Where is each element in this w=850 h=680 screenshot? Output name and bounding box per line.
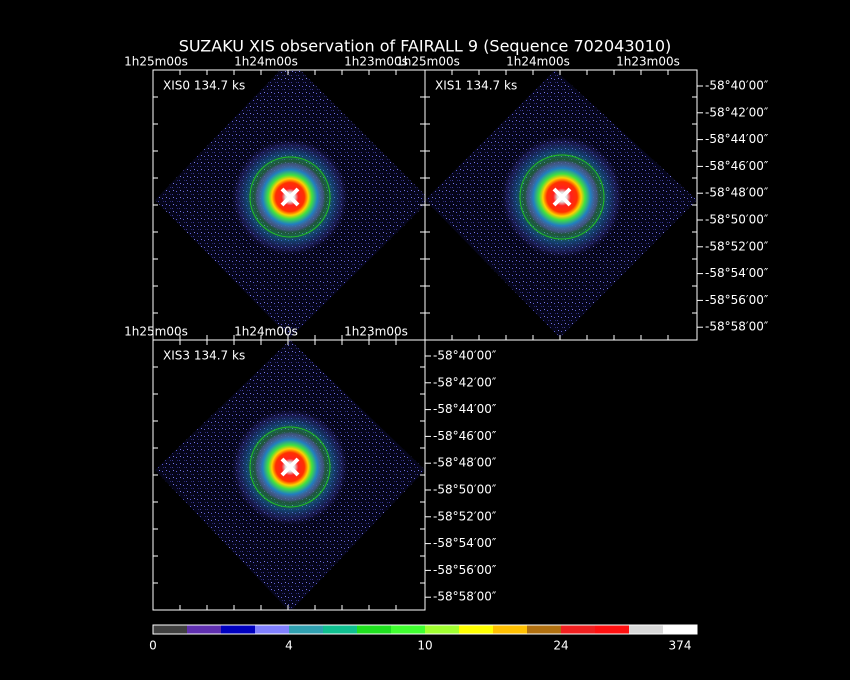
panel-label: XIS0 134.7 ks (163, 79, 245, 93)
colorbar: 0 4 10 24 374 (149, 624, 698, 653)
dec-label: -58°52′00″ (705, 239, 769, 253)
dec-label: -58°54′00″ (705, 266, 769, 280)
title: SUZAKU XIS observation of FAIRALL 9 (Seq… (179, 37, 672, 56)
dec-label: -58°52′00″ (433, 509, 497, 523)
colorbar-segment (153, 625, 188, 634)
region (249, 426, 331, 508)
dec-label: -58°44′00″ (433, 402, 497, 416)
colorbar-segment (221, 625, 256, 634)
psf-cross (280, 457, 300, 477)
image (155, 70, 425, 338)
dec-label: -58°42′00″ (433, 375, 497, 389)
colorbar-segment (187, 625, 222, 634)
dec-label: -58°54′00″ (433, 536, 497, 550)
dec-label: -58°40′00″ (705, 79, 769, 93)
image (425, 70, 697, 338)
colorbar-frame (152, 624, 698, 635)
dec-label: -58°48′00″ (705, 186, 769, 200)
colorbar-label: 4 (285, 639, 293, 653)
ra-label: 1h23m00s (616, 55, 680, 69)
dec-label: -58°42′00″ (705, 105, 769, 119)
panel: XIS3 134.7 ks 1h25m00s 1h24m00s 1h23m00s -58… (124, 325, 497, 611)
ra-label: 1h24m00s (234, 55, 298, 69)
ra-label: 1h25m00s (124, 325, 188, 339)
ra-label: 1h24m00s (234, 325, 298, 339)
dec-label: -58°44′00″ (705, 132, 769, 146)
image (155, 340, 425, 610)
colorbar-segment (357, 625, 392, 634)
ra-label: 1h23m00s (344, 55, 408, 69)
dec-label: -58°58′00″ (433, 590, 497, 604)
panel-label: XIS3 134.7 ks (163, 349, 245, 363)
colorbar-segment (595, 625, 630, 634)
colorbar-label: 374 (669, 639, 692, 653)
dec-label: -58°48′00″ (433, 456, 497, 470)
colorbar-segment (459, 625, 494, 634)
colorbar-segment (425, 625, 460, 634)
panel: XIS0 134.7 ks 1h25m00s 1h24m00s 1h23m00s (124, 55, 426, 341)
dec-label: -58°46′00″ (705, 159, 769, 173)
panel: XIS1 134.7 ks 1h25m00s 1h24m00s 1h23m00s -58… (396, 55, 769, 341)
colorbar-segment (289, 625, 324, 634)
region (519, 154, 605, 240)
colorbar-segment (663, 625, 698, 634)
colorbar-label: 24 (553, 639, 568, 653)
colorbar-segment (255, 625, 290, 634)
colorbar-label: 0 (149, 639, 157, 653)
dec-label: -58°56′00″ (433, 563, 497, 577)
colorbar-segment (323, 625, 358, 634)
region (249, 156, 331, 238)
ra-label: 1h25m00s (396, 55, 460, 69)
colorbar-label: 10 (417, 639, 432, 653)
dec-label: -58°50′00″ (433, 483, 497, 497)
ra-label: 1h25m00s (124, 55, 188, 69)
colorbar-segment (493, 625, 528, 634)
colorbar-segment (629, 625, 664, 634)
ra-label: 1h23m00s (344, 325, 408, 339)
panel-label: XIS1 134.7 ks (435, 79, 517, 93)
dec-label: -58°46′00″ (433, 429, 497, 443)
dec-label: -58°58′00″ (705, 320, 769, 334)
psf-cross (552, 187, 572, 207)
ra-label: 1h24m00s (506, 55, 570, 69)
colorbar-segment (391, 625, 426, 634)
psf-cross (280, 187, 300, 207)
dec-label: -58°56′00″ (705, 293, 769, 307)
colorbar-segment (561, 625, 596, 634)
dec-label: -58°40′00″ (433, 349, 497, 363)
dec-label: -58°50′00″ (705, 213, 769, 227)
colorbar-segment (527, 625, 562, 634)
